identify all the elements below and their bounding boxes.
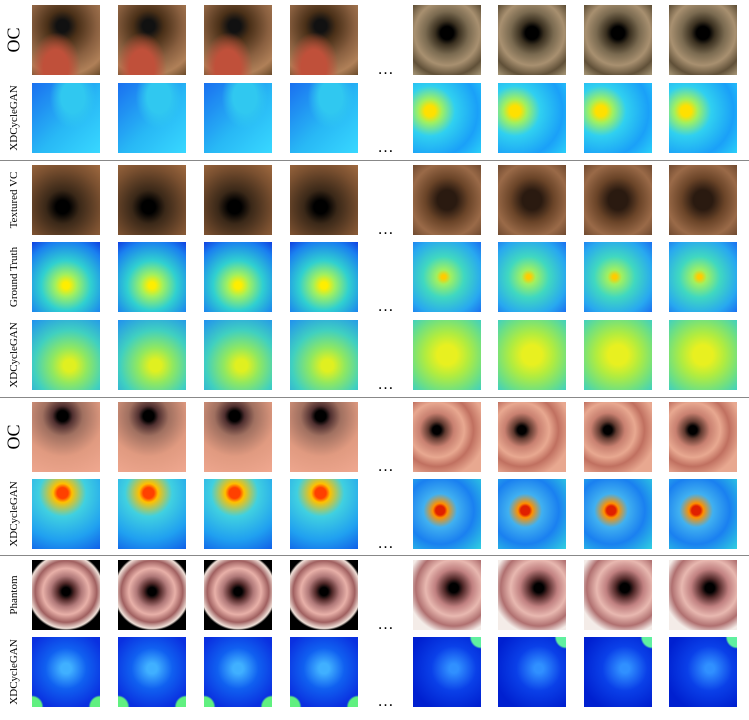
image-tile <box>413 5 481 75</box>
image-tile <box>290 83 358 153</box>
image-tile <box>32 560 100 630</box>
image-tile <box>498 165 566 235</box>
image-tile <box>32 637 100 707</box>
image-tile <box>204 479 272 549</box>
image-tile <box>118 560 186 630</box>
image-tile <box>498 637 566 707</box>
image-tile <box>118 5 186 75</box>
row-label: OC <box>3 424 24 450</box>
image-tile <box>669 479 737 549</box>
image-tile <box>413 560 481 630</box>
image-tile <box>32 83 100 153</box>
image-tile <box>290 242 358 312</box>
image-tile <box>204 5 272 75</box>
image-tile <box>32 165 100 235</box>
row-label: Textured VC <box>8 171 20 229</box>
image-tile <box>498 5 566 75</box>
image-tile <box>413 637 481 707</box>
image-tile <box>584 637 652 707</box>
image-tile <box>498 560 566 630</box>
image-tile <box>290 560 358 630</box>
image-tile <box>584 560 652 630</box>
image-tile <box>118 165 186 235</box>
image-tile <box>32 242 100 312</box>
image-tile <box>584 5 652 75</box>
image-tile <box>118 637 186 707</box>
separator <box>0 160 749 161</box>
image-tile <box>498 402 566 472</box>
image-tile <box>204 637 272 707</box>
image-tile <box>413 165 481 235</box>
image-tile <box>413 402 481 472</box>
image-tile <box>584 165 652 235</box>
image-tile <box>290 165 358 235</box>
ellipsis: … <box>377 376 395 393</box>
image-tile <box>669 242 737 312</box>
image-tile <box>669 637 737 707</box>
image-tile <box>669 560 737 630</box>
row-label: XDCycleGAN <box>8 322 20 388</box>
image-tile <box>204 560 272 630</box>
image-tile <box>584 479 652 549</box>
row-label: XDCycleGAN <box>8 85 20 151</box>
image-tile <box>290 5 358 75</box>
ellipsis: … <box>377 616 395 633</box>
image-tile <box>204 83 272 153</box>
ellipsis: … <box>377 535 395 552</box>
row-label: XDCycleGAN <box>8 639 20 705</box>
image-tile <box>204 402 272 472</box>
row-label: Ground Truth <box>8 246 20 308</box>
ellipsis: … <box>377 139 395 156</box>
image-tile <box>118 320 186 390</box>
image-tile <box>32 320 100 390</box>
image-tile <box>498 242 566 312</box>
image-tile <box>413 242 481 312</box>
image-tile <box>669 402 737 472</box>
image-tile <box>413 320 481 390</box>
ellipsis: … <box>377 221 395 238</box>
image-tile <box>413 479 481 549</box>
image-tile <box>118 83 186 153</box>
image-tile <box>584 402 652 472</box>
image-tile <box>584 83 652 153</box>
image-tile <box>118 479 186 549</box>
row-label: XDCycleGAN <box>8 481 20 547</box>
image-tile <box>669 165 737 235</box>
row-label: Phantom <box>8 575 20 615</box>
image-tile <box>204 320 272 390</box>
image-tile <box>290 637 358 707</box>
ellipsis: … <box>377 458 395 475</box>
image-tile <box>413 83 481 153</box>
ellipsis: … <box>377 693 395 710</box>
separator <box>0 397 749 398</box>
image-tile <box>498 320 566 390</box>
row-label: OC <box>3 27 24 53</box>
image-tile <box>290 402 358 472</box>
image-tile <box>204 242 272 312</box>
image-tile <box>669 83 737 153</box>
image-tile <box>584 320 652 390</box>
separator <box>0 555 749 556</box>
image-tile <box>584 242 652 312</box>
image-tile <box>118 402 186 472</box>
image-tile <box>32 5 100 75</box>
image-tile <box>32 479 100 549</box>
image-tile <box>118 242 186 312</box>
image-tile <box>290 479 358 549</box>
image-tile <box>498 83 566 153</box>
image-tile <box>32 402 100 472</box>
image-tile <box>669 5 737 75</box>
image-tile <box>290 320 358 390</box>
ellipsis: … <box>377 298 395 315</box>
ellipsis: … <box>377 61 395 78</box>
image-tile <box>204 165 272 235</box>
image-tile <box>498 479 566 549</box>
image-tile <box>669 320 737 390</box>
